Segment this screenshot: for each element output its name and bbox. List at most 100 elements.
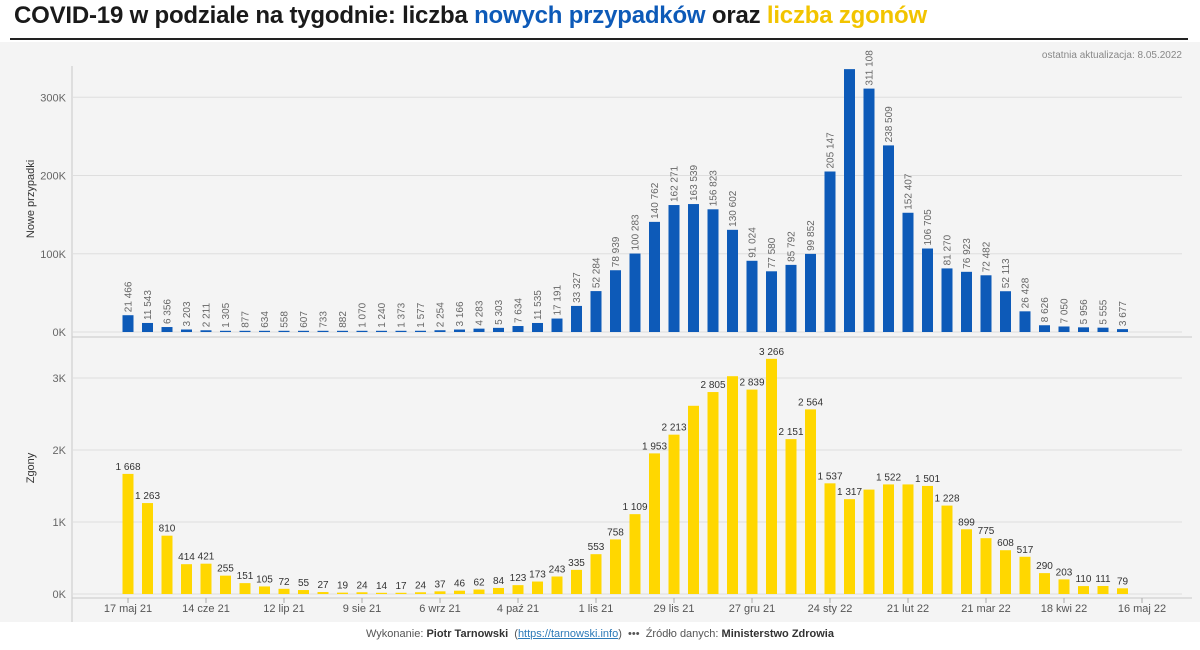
cases-data-label: 163 539 [689, 164, 700, 201]
cases-bar [590, 291, 602, 332]
cases-y-tick-label: 300K [40, 92, 66, 104]
cases-data-label: 140 762 [650, 182, 661, 219]
x-tick-label: 29 lis 21 [654, 603, 695, 615]
cases-data-label: 11 543 [143, 290, 154, 320]
deaths-bar [512, 585, 524, 594]
deaths-bar [317, 592, 329, 594]
cases-bar [454, 329, 465, 332]
deaths-data-label: 19 [337, 581, 349, 592]
cases-bar [181, 329, 192, 332]
cases-bar [376, 330, 387, 332]
deaths-bar [454, 590, 465, 594]
deaths-data-label: 1 109 [622, 502, 647, 513]
deaths-data-label: 1 228 [934, 494, 959, 505]
deaths-bar [220, 575, 231, 594]
cases-data-label: 7 634 [514, 298, 525, 323]
cases-data-label: 4 283 [475, 300, 486, 325]
deaths-data-label: 775 [978, 526, 995, 537]
deaths-bar [493, 587, 504, 594]
cases-data-label: 238 509 [884, 106, 895, 143]
cases-bar [532, 322, 543, 332]
deaths-bar [1097, 586, 1109, 594]
deaths-data-label: 62 [473, 578, 485, 589]
deaths-bar [922, 485, 933, 594]
deaths-data-label: 17 [395, 581, 407, 592]
deaths-bar [1078, 586, 1089, 594]
cases-data-label: 8 626 [1040, 297, 1051, 322]
cases-data-label: 78 939 [611, 236, 622, 267]
deaths-bar [532, 581, 543, 594]
x-tick-label: 9 sie 21 [343, 603, 382, 615]
cases-bar [766, 271, 777, 332]
cases-data-label: 81 270 [943, 234, 954, 265]
deaths-y-tick-label: 1K [53, 517, 67, 529]
cases-data-label: 1 577 [416, 302, 427, 327]
deaths-bar [1039, 573, 1050, 594]
cases-bar [200, 330, 212, 332]
footer-link[interactable]: https://tarnowski.info [517, 628, 619, 640]
deaths-data-label: 2 151 [778, 427, 803, 438]
deaths-bar [746, 389, 758, 594]
deaths-bar [473, 589, 485, 594]
deaths-data-label: 24 [356, 580, 368, 591]
deaths-data-label: 899 [958, 517, 975, 528]
cases-bar [434, 330, 446, 332]
footer-dots: ••• [628, 628, 640, 640]
x-tick-label: 12 lip 21 [263, 603, 305, 615]
cases-data-label: 5 956 [1079, 299, 1090, 324]
deaths-data-label: 608 [997, 538, 1014, 549]
deaths-bar [181, 564, 192, 594]
deaths-data-label: 2 213 [661, 423, 686, 434]
cases-bar [551, 318, 563, 332]
deaths-bar [727, 376, 738, 594]
cases-data-label: 882 [338, 311, 349, 328]
cases-data-label: 100 283 [631, 214, 642, 251]
cases-bar [259, 330, 270, 332]
cases-bar [785, 264, 797, 332]
deaths-y-tick-label: 3K [53, 373, 67, 385]
x-tick-label: 18 kwi 22 [1041, 603, 1087, 615]
cases-bar [278, 330, 290, 332]
x-tick-label: 4 paź 21 [497, 603, 539, 615]
deaths-data-label: 27 [317, 580, 329, 591]
cases-bar [629, 253, 641, 332]
footer: Wykonanie: Piotr Tarnowski (https://tarn… [0, 628, 1200, 640]
deaths-data-label: 1 668 [115, 462, 140, 473]
cases-data-label: 2 211 [202, 303, 213, 328]
deaths-bar [844, 499, 855, 594]
cases-data-label: 130 602 [728, 190, 739, 227]
deaths-data-label: 1 501 [915, 474, 940, 485]
deaths-bar [902, 484, 914, 594]
cases-bar [805, 253, 816, 332]
cases-data-label: 311 108 [865, 50, 876, 86]
deaths-bar [356, 592, 368, 594]
cases-data-label: 85 792 [787, 231, 798, 262]
x-tick-label: 6 wrz 21 [419, 603, 461, 615]
cases-data-label: 52 284 [592, 257, 603, 288]
cases-y-tick-label: 0K [53, 327, 67, 339]
cases-data-label: 1 240 [377, 302, 388, 327]
deaths-bar [980, 538, 992, 594]
cases-data-label: 99 852 [806, 220, 817, 251]
deaths-bar [551, 576, 563, 594]
deaths-data-label: 553 [588, 542, 605, 553]
deaths-data-label: 3 266 [759, 347, 784, 358]
cases-bar [473, 328, 485, 332]
cases-data-label: 76 923 [962, 238, 973, 269]
deaths-data-label: 1 537 [817, 471, 842, 482]
cases-data-label: 5 555 [1099, 299, 1110, 324]
cases-bar [1039, 325, 1050, 332]
deaths-bar [1019, 556, 1031, 594]
deaths-data-label: 37 [434, 579, 446, 590]
deaths-bar [142, 503, 153, 594]
deaths-bar [376, 592, 387, 594]
cases-data-label: 26 428 [1021, 277, 1032, 308]
cases-data-label: 162 271 [670, 165, 681, 202]
cases-data-label: 3 203 [182, 301, 193, 326]
deaths-bar [259, 586, 270, 594]
cases-data-label: 877 [241, 311, 252, 328]
cases-bar [668, 205, 680, 332]
deaths-data-label: 517 [1017, 545, 1034, 556]
cases-bar [317, 330, 329, 332]
cases-bar [337, 330, 348, 332]
